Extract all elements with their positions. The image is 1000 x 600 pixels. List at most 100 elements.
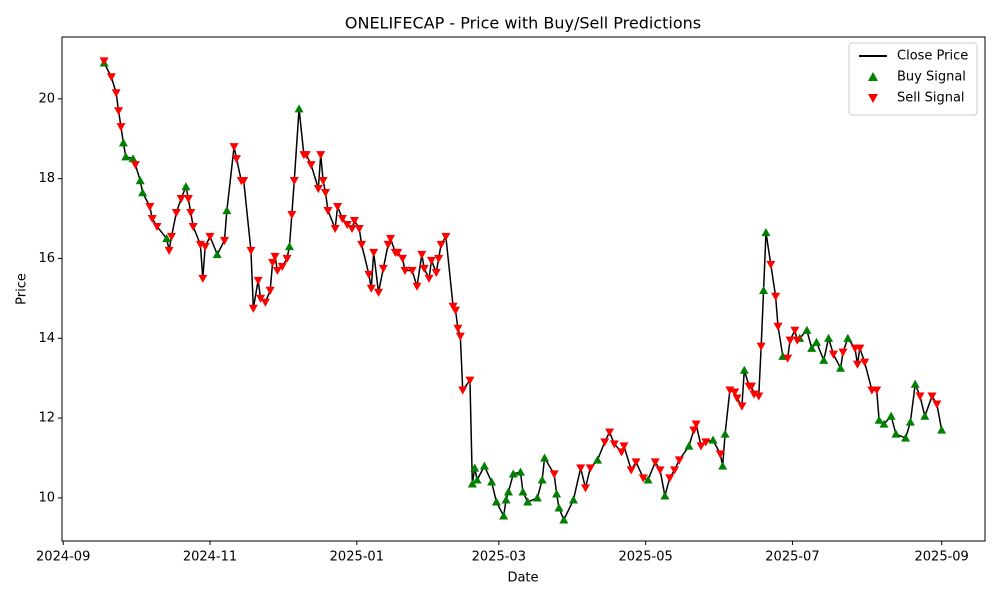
down-signal: [219, 236, 229, 246]
down-signal: [638, 474, 648, 483]
down-signal: [270, 252, 280, 261]
down-signal: [585, 464, 595, 473]
up-signal: [643, 475, 653, 484]
up-signal: [552, 489, 562, 498]
legend-box: [848, 42, 978, 116]
plot-area: [61, 36, 986, 542]
legend-swatch: [868, 72, 878, 81]
down-signal: [783, 354, 793, 363]
down-signal: [732, 394, 742, 403]
x-tick-label: 2025-05: [618, 550, 672, 565]
down-signal: [349, 216, 359, 226]
down-signal: [626, 466, 636, 475]
up-signal: [532, 493, 542, 502]
up-signal: [118, 138, 128, 147]
up-signal: [879, 419, 889, 428]
up-signal: [660, 491, 670, 500]
legend-swatch: [868, 94, 878, 103]
down-signal: [306, 161, 316, 170]
down-signal: [301, 151, 311, 160]
down-signal: [441, 232, 451, 242]
down-signal: [828, 350, 838, 359]
up-signal: [812, 337, 822, 346]
down-signal: [773, 322, 783, 331]
up-signal: [739, 365, 749, 374]
up-signal: [554, 503, 564, 512]
down-signal: [321, 189, 331, 198]
down-signal: [855, 344, 865, 353]
down-signal: [737, 402, 747, 411]
down-signal: [383, 240, 393, 250]
up-signal: [802, 325, 812, 334]
down-signal: [164, 246, 174, 255]
up-signal: [508, 469, 518, 478]
down-signal: [453, 324, 463, 333]
down-signal: [167, 232, 177, 242]
down-signal: [400, 266, 410, 275]
down-signal: [316, 151, 326, 160]
down-signal: [860, 358, 870, 367]
down-signal: [674, 456, 684, 465]
down-signal: [730, 388, 740, 397]
down-signal: [619, 442, 629, 451]
down-signal: [549, 470, 559, 479]
down-signal: [256, 294, 266, 303]
chart-title: ONELIFECAP - Price with Buy/Sell Predict…: [345, 14, 701, 33]
down-signal: [872, 386, 882, 395]
up-signal: [568, 495, 578, 504]
down-signal: [766, 260, 776, 269]
down-signal: [198, 274, 208, 283]
legend-label: Close Price: [897, 49, 968, 64]
down-signal: [412, 282, 422, 291]
down-signal: [756, 342, 766, 351]
up-signal: [901, 433, 911, 442]
up-signal: [138, 188, 148, 197]
down-signal: [347, 224, 357, 234]
down-signal: [605, 428, 615, 437]
y-tick-label: 10: [38, 490, 55, 505]
down-signal: [106, 73, 116, 82]
down-signal: [265, 286, 275, 295]
down-signal: [419, 264, 429, 273]
up-signal: [472, 475, 482, 484]
down-signal: [609, 440, 619, 449]
down-signal: [145, 202, 155, 212]
up-signal: [501, 495, 511, 504]
down-signal: [465, 376, 475, 385]
down-signal: [188, 222, 198, 232]
down-signal: [289, 177, 299, 186]
up-signal: [284, 242, 294, 251]
down-signal: [99, 57, 109, 66]
down-signal: [785, 336, 795, 345]
down-signal: [838, 348, 848, 357]
y-tick-label: 12: [38, 411, 55, 426]
down-signal: [357, 240, 367, 250]
down-signal: [200, 242, 210, 252]
down-signal: [792, 336, 802, 345]
up-signal: [518, 487, 528, 496]
up-signal: [843, 333, 853, 342]
down-signal: [323, 206, 333, 216]
up-signal: [937, 425, 947, 434]
down-signal: [650, 458, 660, 467]
down-signal: [231, 155, 241, 164]
up-signal: [523, 497, 533, 506]
down-signal: [186, 208, 196, 218]
up-signal: [761, 228, 771, 237]
down-signal: [253, 276, 263, 285]
up-signal: [910, 379, 920, 388]
down-signal: [268, 258, 278, 267]
up-signal: [181, 182, 191, 191]
down-signal: [147, 214, 157, 224]
up-signal: [515, 467, 525, 476]
up-signal: [491, 497, 501, 506]
legend: Close Price Buy Signal Sell Signal: [848, 42, 978, 116]
down-signal: [114, 107, 124, 116]
y-tick-label: 16: [38, 251, 55, 266]
down-signal: [424, 274, 434, 283]
down-signal: [398, 254, 408, 263]
up-signal: [684, 441, 694, 450]
up-signal: [759, 285, 769, 294]
up-signal: [503, 487, 513, 496]
down-signal: [287, 210, 297, 220]
